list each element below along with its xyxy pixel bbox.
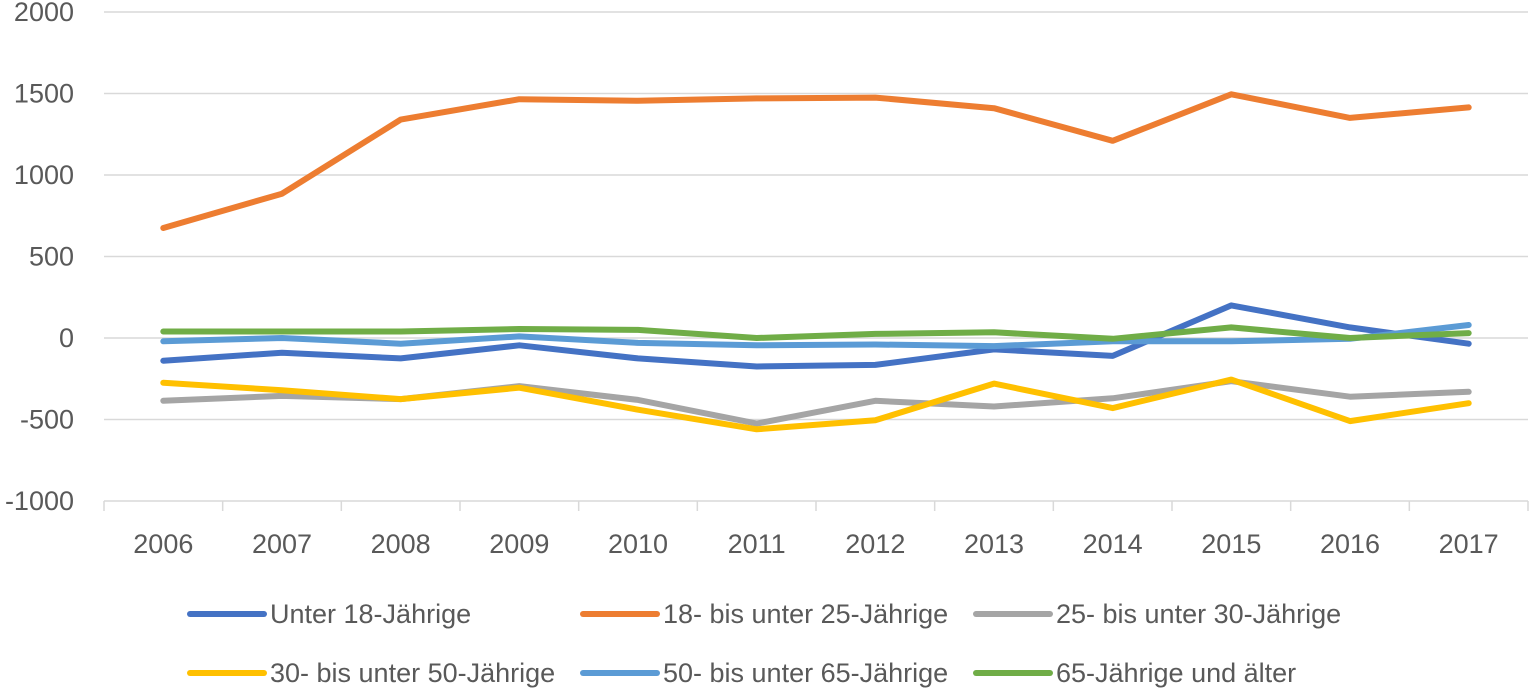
legend: Unter 18-Jährige 18- bis unter 25-Jährige… bbox=[187, 599, 1341, 688]
x-tick-label: 2010 bbox=[608, 529, 668, 559]
legend-item: 65-Jährige und älter bbox=[973, 658, 1296, 688]
series-line-5 bbox=[160, 324, 1472, 342]
legend-label: 18- bis unter 25-Jährige bbox=[663, 599, 948, 629]
series-line-2 bbox=[160, 378, 1472, 427]
x-tick-label: 2008 bbox=[371, 529, 431, 559]
legend-label: Unter 18-Jährige bbox=[270, 599, 471, 629]
series-lines bbox=[160, 91, 1472, 433]
series-line-1 bbox=[160, 91, 1472, 231]
y-tick-label: 2000 bbox=[14, 0, 74, 27]
y-tick-label: 500 bbox=[29, 242, 74, 272]
x-tick-label: 2015 bbox=[1201, 529, 1261, 559]
legend-label: 65-Jährige und älter bbox=[1056, 658, 1296, 688]
x-tick-label: 2011 bbox=[728, 529, 786, 559]
legend-item: 18- bis unter 25-Jährige bbox=[580, 599, 948, 629]
x-tick-label: 2009 bbox=[489, 529, 549, 559]
series-line-3 bbox=[160, 376, 1472, 433]
x-tick-label: 2017 bbox=[1439, 529, 1499, 559]
y-tick-label: -500 bbox=[20, 405, 74, 435]
legend-label: 50- bis unter 65-Jährige bbox=[663, 658, 948, 688]
series-line-4 bbox=[160, 322, 1472, 350]
series-line-0 bbox=[160, 302, 1472, 370]
x-tick-label: 2007 bbox=[252, 529, 312, 559]
legend-item: 25- bis unter 30-Jährige bbox=[973, 599, 1341, 629]
y-axis-tick-labels: 2000 1500 1000 500 0 -500 -1000 bbox=[5, 0, 74, 516]
x-tick-label: 2006 bbox=[133, 529, 193, 559]
x-tick-label: 2016 bbox=[1320, 529, 1380, 559]
x-tick-label: 2012 bbox=[845, 529, 905, 559]
legend-label: 25- bis unter 30-Jährige bbox=[1056, 599, 1341, 629]
y-tick-label: -1000 bbox=[5, 486, 74, 516]
x-axis-tick-labels: 2006 2007 2008 2009 2010 2011 2012 2013 2014 2015… bbox=[133, 529, 1498, 559]
legend-item: 50- bis unter 65-Jährige bbox=[580, 658, 948, 688]
y-tick-label: 1500 bbox=[14, 79, 74, 109]
y-tick-label: 0 bbox=[59, 323, 74, 353]
legend-item: 30- bis unter 50-Jährige bbox=[187, 658, 555, 688]
x-tick-label: 2013 bbox=[964, 529, 1024, 559]
legend-item: Unter 18-Jährige bbox=[187, 599, 471, 629]
x-axis bbox=[103, 501, 1529, 511]
x-tick-label: 2014 bbox=[1083, 529, 1143, 559]
y-tick-label: 1000 bbox=[14, 160, 74, 190]
legend-label: 30- bis unter 50-Jährige bbox=[270, 658, 555, 688]
